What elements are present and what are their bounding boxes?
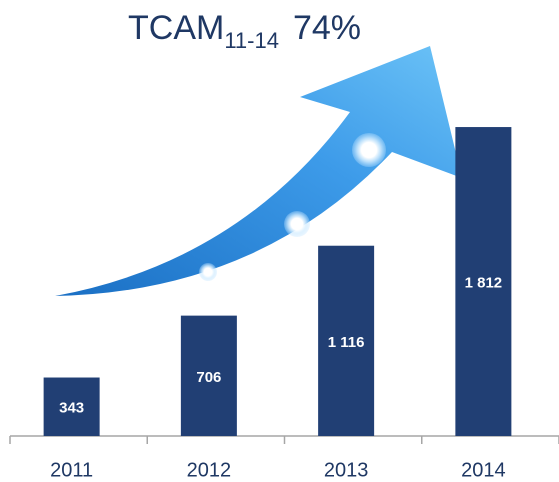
title-main: TCAM (128, 9, 224, 47)
x-tick-label: 2013 (324, 459, 369, 481)
trend-arrow (55, 46, 462, 296)
value-label: 1 116 (328, 334, 365, 351)
value-label: 706 (196, 369, 221, 386)
value-label: 1 812 (465, 274, 503, 291)
arrow-dot (284, 211, 310, 237)
bar (455, 127, 512, 436)
arrow-shape (55, 46, 462, 296)
x-tick-label: 2011 (50, 459, 93, 481)
arrow-dot (199, 263, 217, 281)
bar (318, 245, 375, 436)
chart-title: TCAM11-14 74% (128, 9, 361, 53)
bar (180, 315, 237, 436)
x-tick-label: 2012 (187, 459, 232, 481)
x-tick-label: 2014 (461, 459, 506, 481)
annotation: 74% (293, 9, 361, 47)
bar (43, 377, 100, 436)
arrow-dot (352, 133, 386, 167)
title-subscript: 11-14 (224, 28, 279, 53)
value-label: 343 (59, 400, 84, 417)
